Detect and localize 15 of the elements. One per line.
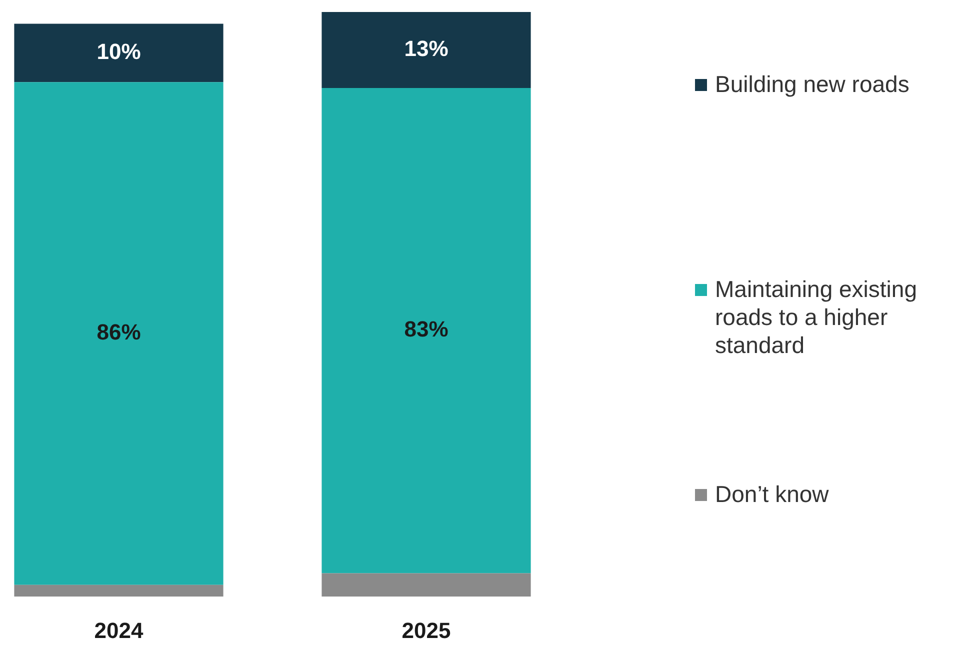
legend-label: Don’t know	[715, 480, 829, 508]
data-label: 10%	[96, 38, 141, 64]
data-label: 13%	[404, 36, 448, 62]
bar	[14, 82, 224, 585]
legend-label: Maintaining existing roads to a higher standard	[715, 275, 918, 359]
legend-label: Building new roads	[715, 70, 910, 98]
bar	[14, 584, 224, 597]
bar	[322, 573, 531, 597]
x-tick-label: 2025	[402, 618, 451, 643]
bar	[322, 12, 531, 88]
x-tick-label: 2024	[94, 618, 144, 643]
bar	[322, 88, 531, 574]
data-label: 86%	[96, 320, 141, 345]
bar	[14, 24, 224, 82]
data-label: 83%	[404, 316, 448, 342]
